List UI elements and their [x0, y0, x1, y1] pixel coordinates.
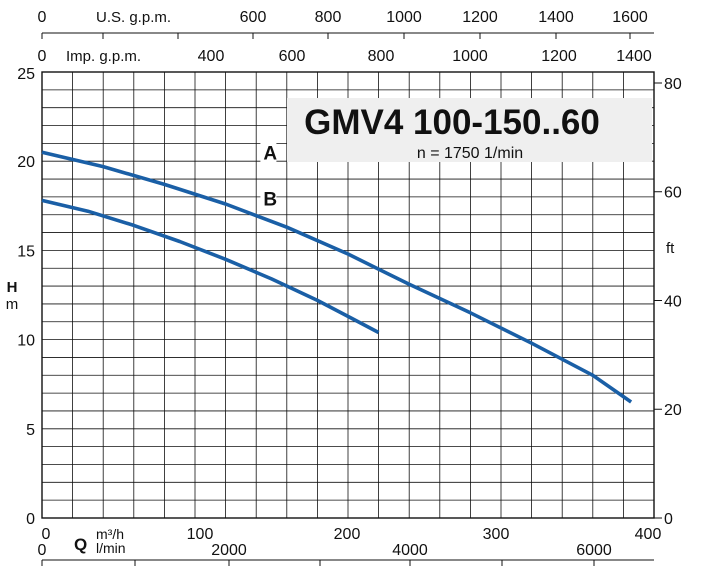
x-axis-label-lmin: l/min — [96, 540, 126, 556]
series-label-bg — [260, 142, 277, 163]
tick-label-m3h: 0 — [42, 526, 51, 543]
title-background — [287, 98, 652, 162]
tick-label-usgpm: 600 — [240, 9, 267, 26]
tick-labels-h-m: 0 5 10 15 20 25 — [17, 66, 35, 528]
tick-label-usgpm: 0 — [38, 9, 47, 26]
y-axis-label-ft: ft — [666, 240, 675, 257]
tick-label-lmin: 6000 — [576, 542, 612, 559]
tick-label-impgpm: 1200 — [541, 48, 577, 65]
tick-label-impgpm: 800 — [368, 48, 395, 65]
top-axis-imp-label: Imp. g.p.m. — [66, 48, 141, 65]
tick-label-lmin: 2000 — [211, 542, 247, 559]
series-label-B: B — [263, 190, 277, 211]
tick-label-usgpm: 800 — [315, 9, 342, 26]
series-line-B — [41, 198, 380, 335]
tick-label-lmin: 0 — [38, 542, 47, 559]
tick-label-m3h: 200 — [334, 526, 361, 543]
y-axis-label-m: m — [6, 296, 19, 313]
tick-label-h-ft: 20 — [664, 402, 682, 419]
tick-label-h-m: 25 — [17, 66, 35, 83]
tick-labels-h-ft: 0 20 40 60 80 — [654, 76, 682, 528]
chart-title: GMV4 100-150..60 — [304, 103, 600, 142]
series-label-A: A — [263, 143, 277, 164]
y-axis-label-h: H — [7, 279, 18, 296]
tick-label-h-m: 10 — [17, 333, 35, 350]
series-line-A — [41, 150, 633, 404]
tick-label-usgpm: 1600 — [612, 9, 648, 26]
series-label-bg — [260, 188, 277, 209]
tick-labels-usgpm: 0 600 800 1000 1200 1400 1600 — [38, 9, 648, 39]
tick-label-h-ft: 80 — [664, 76, 682, 93]
tick-label-h-m: 0 — [26, 511, 35, 528]
tick-label-impgpm: 400 — [198, 48, 225, 65]
tick-label-h-m: 20 — [17, 154, 35, 171]
chart-subtitle: n = 1750 1/min — [417, 145, 523, 162]
tick-label-impgpm: 1000 — [452, 48, 488, 65]
tick-label-h-m: 5 — [26, 422, 35, 439]
tick-label-lmin: 4000 — [392, 542, 428, 559]
tick-label-impgpm: 1400 — [616, 48, 652, 65]
tick-labels-impgpm: 0 400 600 800 1000 1200 1400 — [38, 48, 652, 65]
tick-labels-lmin: 0 2000 4000 6000 — [38, 542, 612, 566]
tick-label-m3h: 100 — [187, 526, 214, 543]
tick-label-h-ft: 60 — [664, 185, 682, 202]
tick-label-usgpm: 1200 — [462, 9, 498, 26]
x-axis-label-q: Q — [74, 535, 87, 554]
tick-label-m3h: 300 — [483, 526, 510, 543]
tick-label-usgpm: 1000 — [386, 9, 422, 26]
tick-label-usgpm: 1400 — [538, 9, 574, 26]
series-layer: AB — [41, 142, 633, 404]
tick-label-m3h: 400 — [635, 526, 662, 543]
x-axis-label-m3h: m³/h — [96, 526, 124, 542]
plot-frame — [41, 71, 655, 519]
tick-label-h-m: 15 — [17, 243, 35, 260]
tick-label-h-ft: 0 — [664, 511, 673, 528]
tick-label-impgpm: 600 — [279, 48, 306, 65]
tick-label-impgpm: 0 — [38, 48, 47, 65]
top-axis-us-label: U.S. g.p.m. — [96, 9, 171, 26]
tick-labels-m3h: 0 100 200 300 400 — [42, 526, 662, 543]
tick-label-h-ft: 40 — [664, 293, 682, 310]
